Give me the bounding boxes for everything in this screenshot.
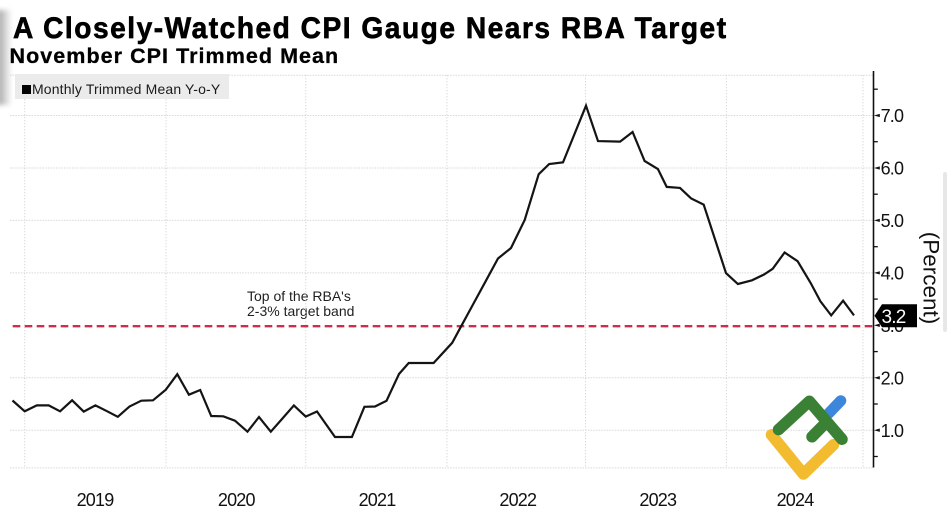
svg-text:2022: 2022 — [499, 490, 537, 507]
svg-text:2019: 2019 — [77, 490, 115, 507]
svg-text:2023: 2023 — [639, 490, 677, 507]
svg-text:2020: 2020 — [218, 490, 256, 507]
svg-text:2024: 2024 — [777, 490, 815, 507]
svg-text:6.0: 6.0 — [881, 159, 904, 179]
svg-text:(Percent): (Percent) — [919, 232, 944, 325]
svg-text:4.0: 4.0 — [881, 264, 904, 284]
svg-text:2021: 2021 — [359, 490, 397, 507]
svg-text:3.2: 3.2 — [882, 307, 906, 328]
svg-text:1.0: 1.0 — [881, 421, 904, 441]
svg-text:7.0: 7.0 — [881, 106, 904, 126]
svg-text:2.0: 2.0 — [881, 368, 904, 388]
svg-text:5.0: 5.0 — [881, 211, 904, 231]
